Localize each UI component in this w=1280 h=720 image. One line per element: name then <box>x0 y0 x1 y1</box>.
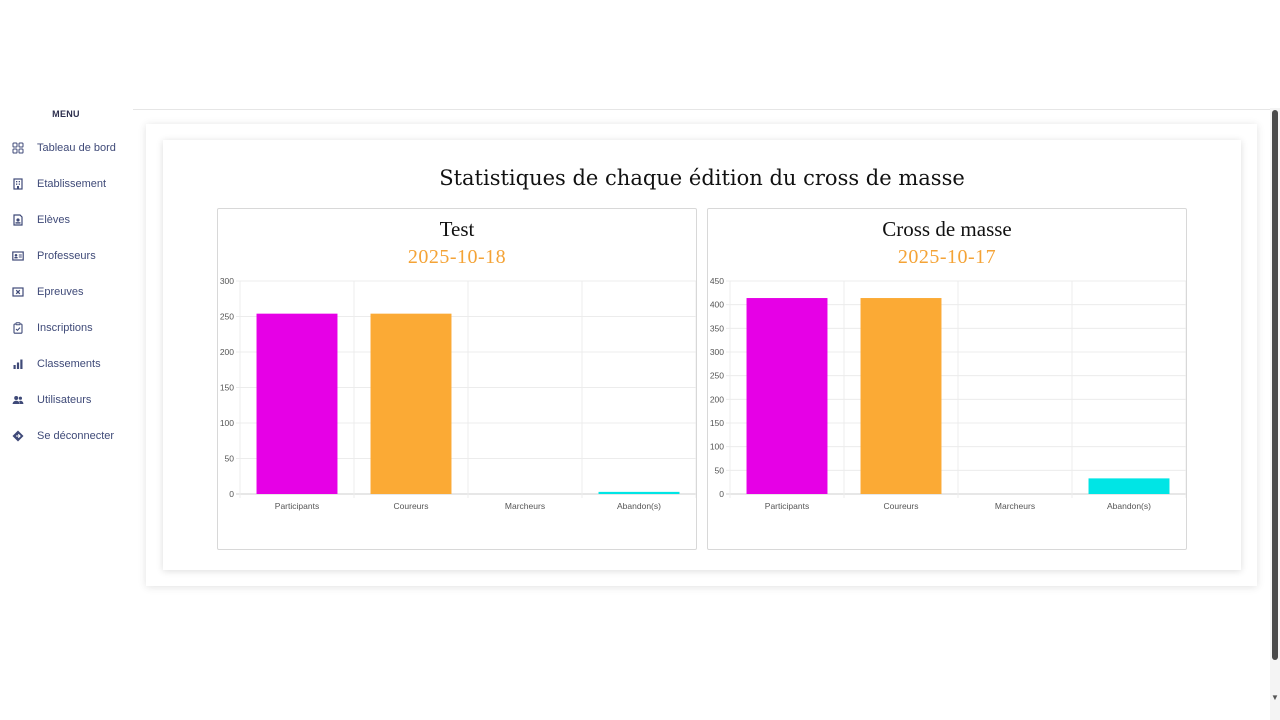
building-icon <box>12 178 24 190</box>
y-tick-label: 0 <box>229 489 234 499</box>
chart-date: 2025-10-17 <box>897 246 997 268</box>
bar-chart: 0 50 100 150 200 250 300 350 400 450 Participants C… <box>710 276 1186 511</box>
sidebar-item-etablissement[interactable]: Etablissement <box>12 174 106 194</box>
sidebar-item-epreuves[interactable]: Epreuves <box>12 282 83 302</box>
sidebar-item-se-deconnecter[interactable]: Se déconnecter <box>12 426 114 446</box>
x-tick-label: Abandon(s) <box>1107 501 1151 511</box>
bar-chart: 0 50 100 150 200 250 300 Participants Coureurs Ma… <box>220 276 696 511</box>
bar-coureurs[interactable] <box>370 313 452 494</box>
clipboard-icon <box>12 322 24 334</box>
y-tick-label: 200 <box>220 347 234 357</box>
scrollbar-thumb[interactable] <box>1272 110 1278 660</box>
x-tick-label: Marcheurs <box>505 501 545 511</box>
sidebar-item-label: Etablissement <box>37 178 107 190</box>
y-tick-label: 0 <box>719 489 724 499</box>
x-tick-label: Coureurs <box>394 501 429 511</box>
x-tick-label: Coureurs <box>884 501 919 511</box>
y-tick-label: 300 <box>220 276 234 286</box>
x-tick-label: Participants <box>275 501 319 511</box>
x-tick-label: Participants <box>765 501 809 511</box>
bar-coureurs[interactable] <box>860 298 942 494</box>
x-tick-label: Marcheurs <box>995 501 1035 511</box>
chart-date: 2025-10-18 <box>407 246 507 268</box>
users-icon <box>12 394 24 406</box>
bar-abandon-s[interactable] <box>1088 478 1170 494</box>
y-tick-label: 450 <box>710 276 724 286</box>
logout-diamond-icon <box>12 430 24 442</box>
y-tick-label: 250 <box>220 312 234 322</box>
sidebar-item-label: Epreuves <box>37 286 84 298</box>
sidebar-item-tableau-de-bord[interactable]: Tableau de bord <box>12 138 116 158</box>
sidebar-item-label: Elèves <box>37 214 71 226</box>
chart-title: Cross de masse <box>882 217 1012 241</box>
page-title: Statistiques de chaque édition du cross … <box>439 166 965 190</box>
header-divider <box>133 109 1273 110</box>
y-tick-label: 50 <box>715 465 725 475</box>
sidebar-item-label: Se déconnecter <box>37 430 115 442</box>
student-badge-icon <box>12 214 24 226</box>
y-tick-label: 100 <box>220 418 234 428</box>
grid-icon <box>12 142 24 154</box>
scroll-down-arrow-icon[interactable]: ▼ <box>1271 693 1279 702</box>
sidebar-item-label: Utilisateurs <box>37 394 92 406</box>
sidebar-item-label: Tableau de bord <box>37 142 116 154</box>
y-tick-label: 200 <box>710 394 724 404</box>
x-tick-label: Abandon(s) <box>617 501 661 511</box>
y-tick-label: 50 <box>225 454 235 464</box>
chart-card-1: Cross de masse 2025-10-17 0 50 100 150 200 25… <box>707 208 1187 550</box>
sidebar-item-eleves[interactable]: Elèves <box>12 210 70 230</box>
chart-card-0: Test 2025-10-18 0 50 100 150 200 250 300 Partic… <box>217 208 697 550</box>
sidebar-item-classements[interactable]: Classements <box>12 354 101 374</box>
y-tick-label: 400 <box>710 300 724 310</box>
y-tick-label: 250 <box>710 371 724 381</box>
bar-chart-icon <box>12 358 24 370</box>
sidebar-item-label: Classements <box>37 358 101 370</box>
sidebar-item-inscriptions[interactable]: Inscriptions <box>12 318 93 338</box>
menu-title: MENU <box>52 109 80 119</box>
sidebar-item-label: Inscriptions <box>37 322 93 334</box>
sidebar-item-label: Professeurs <box>37 250 96 262</box>
y-tick-label: 150 <box>710 418 724 428</box>
chart-title: Test <box>439 217 475 241</box>
y-tick-label: 350 <box>710 323 724 333</box>
sidebar-item-utilisateurs[interactable]: Utilisateurs <box>12 390 91 410</box>
bar-abandon-s[interactable] <box>598 491 680 494</box>
bar-participants[interactable] <box>256 313 338 494</box>
id-card-icon <box>12 250 24 262</box>
y-tick-label: 100 <box>710 442 724 452</box>
y-tick-label: 300 <box>710 347 724 357</box>
bar-participants[interactable] <box>746 298 828 494</box>
box-x-icon <box>12 286 24 298</box>
sidebar-item-professeurs[interactable]: Professeurs <box>12 246 96 266</box>
y-tick-label: 150 <box>220 383 234 393</box>
